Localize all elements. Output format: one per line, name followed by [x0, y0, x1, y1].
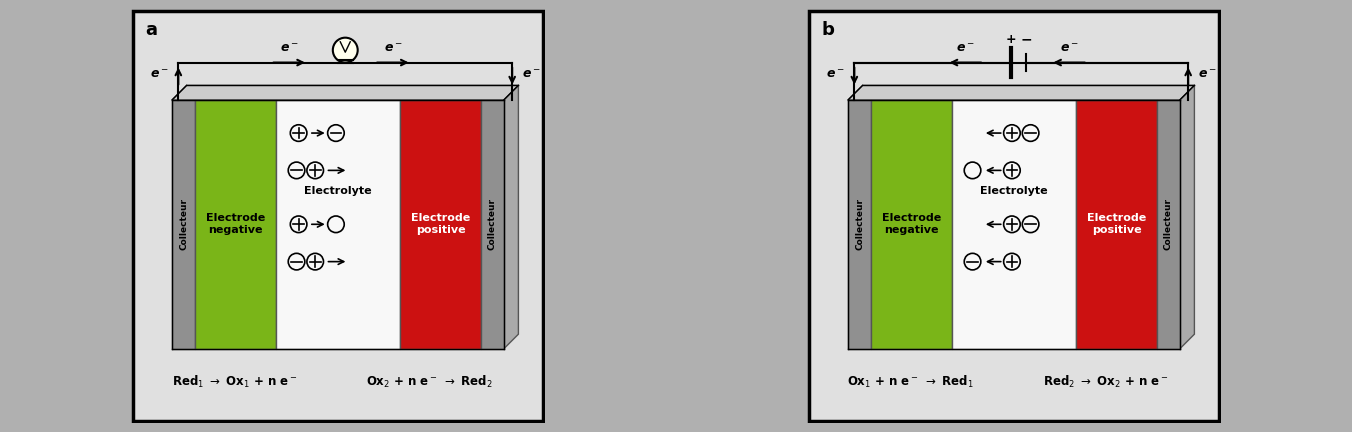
- Text: e$^-$: e$^-$: [384, 41, 403, 54]
- Text: Collecteur: Collecteur: [178, 198, 188, 250]
- Text: e$^-$: e$^-$: [826, 69, 845, 82]
- Polygon shape: [172, 86, 518, 100]
- Text: e$^-$: e$^-$: [1198, 69, 1217, 82]
- Text: b: b: [821, 21, 834, 39]
- Bar: [172, 100, 195, 349]
- Text: Collecteur: Collecteur: [1164, 198, 1174, 250]
- Bar: [1076, 100, 1157, 349]
- Text: +: +: [1006, 33, 1017, 46]
- Text: Electrode
negative: Electrode negative: [206, 213, 265, 235]
- Text: Ox$_2$ + n e$^-$ $\rightarrow$ Red$_2$: Ox$_2$ + n e$^-$ $\rightarrow$ Red$_2$: [366, 374, 492, 390]
- Circle shape: [333, 38, 358, 63]
- Text: Electrolyte: Electrolyte: [304, 186, 372, 196]
- Bar: [195, 100, 276, 349]
- Bar: [276, 100, 400, 349]
- Text: e$^-$: e$^-$: [280, 41, 299, 54]
- Text: Electrode
positive: Electrode positive: [1087, 213, 1146, 235]
- Text: e$^-$: e$^-$: [1060, 41, 1079, 54]
- Text: e$^-$: e$^-$: [956, 41, 975, 54]
- Text: Ox$_1$ + n e$^-$ $\rightarrow$ Red$_1$: Ox$_1$ + n e$^-$ $\rightarrow$ Red$_1$: [846, 374, 973, 390]
- Polygon shape: [848, 86, 1194, 100]
- Polygon shape: [1180, 86, 1194, 349]
- Text: Electrode
positive: Electrode positive: [411, 213, 470, 235]
- Bar: [400, 100, 481, 349]
- Bar: [1157, 100, 1180, 349]
- FancyBboxPatch shape: [808, 11, 1220, 421]
- Bar: [952, 100, 1076, 349]
- Polygon shape: [504, 86, 518, 349]
- Bar: [848, 100, 871, 349]
- Text: a: a: [145, 21, 157, 39]
- Text: Electrode
negative: Electrode negative: [882, 213, 941, 235]
- Text: e$^-$: e$^-$: [150, 69, 169, 82]
- Text: e$^-$: e$^-$: [522, 69, 541, 82]
- Text: Electrolyte: Electrolyte: [980, 186, 1048, 196]
- Bar: [871, 100, 952, 349]
- Text: Collecteur: Collecteur: [854, 198, 864, 250]
- Bar: [481, 100, 504, 349]
- Text: Red$_2$ $\rightarrow$ Ox$_2$ + n e$^-$: Red$_2$ $\rightarrow$ Ox$_2$ + n e$^-$: [1042, 374, 1168, 390]
- Text: Red$_1$ $\rightarrow$ Ox$_1$ + n e$^-$: Red$_1$ $\rightarrow$ Ox$_1$ + n e$^-$: [172, 374, 297, 390]
- Text: Collecteur: Collecteur: [488, 198, 498, 250]
- FancyBboxPatch shape: [132, 11, 544, 421]
- Text: −: −: [1021, 33, 1032, 47]
